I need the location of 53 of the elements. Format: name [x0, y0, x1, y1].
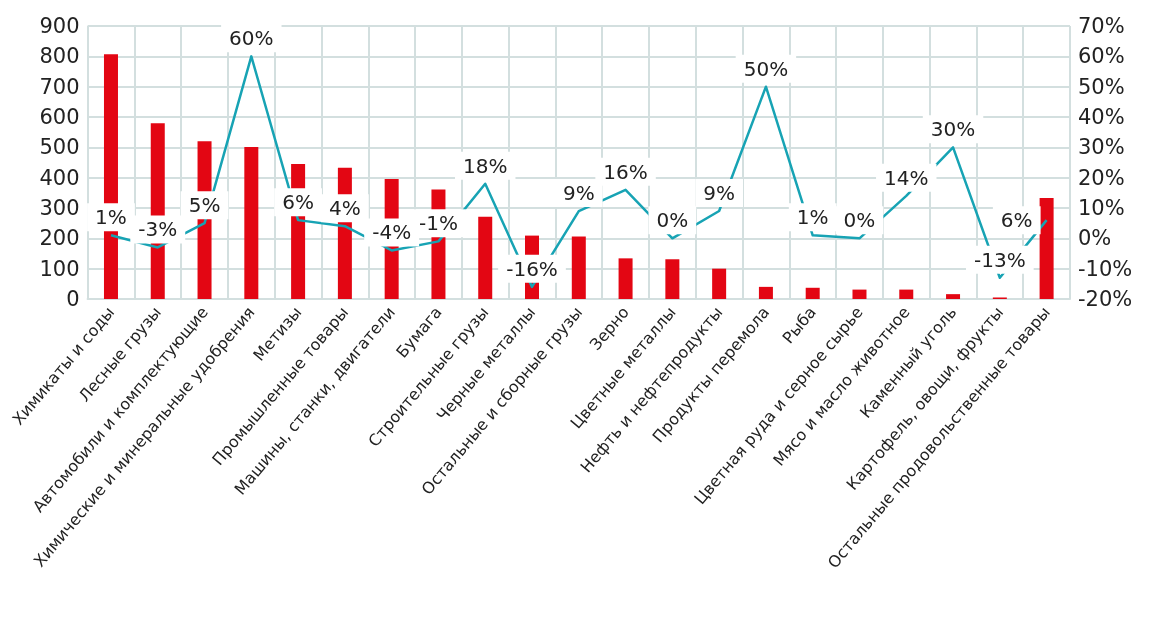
y2-tick-label: 10% [1078, 196, 1125, 220]
y-tick-label: 500 [39, 135, 80, 160]
y-tick-label: 600 [39, 105, 80, 129]
y2-tick-label: 30% [1078, 135, 1125, 160]
bar [1039, 197, 1054, 299]
bar [946, 294, 961, 299]
y2-tick-label: 50% [1078, 74, 1125, 99]
y-tick-label: 200 [39, 226, 80, 251]
y2-tick-label: 20% [1078, 165, 1125, 190]
data-label: 5% [188, 193, 221, 218]
y-tick-label: 800 [39, 44, 80, 69]
y2-tick-label: 60% [1078, 44, 1125, 69]
data-label: 4% [329, 196, 361, 221]
bar [852, 289, 867, 299]
y-tick-label: 700 [39, 74, 80, 99]
bar [244, 147, 259, 299]
data-label: 30% [930, 117, 976, 142]
y-tick-label: 900 [39, 14, 80, 38]
y2-tick-label: 40% [1078, 105, 1125, 129]
data-label: 50% [743, 56, 789, 81]
bar [712, 268, 727, 299]
bar [478, 216, 493, 299]
y-tick-label: 0 [66, 287, 80, 311]
y2-tick-label: -20% [1078, 287, 1133, 311]
bar [805, 287, 820, 299]
data-label: 1% [796, 205, 829, 230]
y2-tick-label: -10% [1078, 256, 1133, 281]
data-label: -4% [372, 220, 412, 245]
y2-tick-label: 70% [1078, 14, 1125, 38]
bar [571, 236, 586, 299]
data-label: 16% [603, 159, 648, 184]
bar [665, 259, 680, 299]
data-label: -13% [973, 247, 1026, 272]
data-label: 1% [95, 205, 127, 230]
bar [758, 286, 773, 299]
bar [618, 258, 633, 299]
y-tick-label: 100 [39, 256, 80, 281]
data-label: 18% [463, 153, 508, 178]
y-tick-label: 300 [39, 196, 80, 220]
data-label: 6% [282, 190, 314, 215]
data-label: 60% [229, 26, 274, 51]
data-label: -3% [138, 217, 178, 242]
data-label: 9% [703, 181, 736, 206]
data-label: 0% [843, 208, 876, 233]
y2-tick-label: 0% [1078, 226, 1112, 251]
data-label: 6% [1000, 208, 1033, 233]
data-label: -1% [418, 211, 458, 236]
data-label: 9% [562, 181, 595, 206]
data-label: 14% [884, 165, 929, 190]
data-label: -16% [506, 256, 558, 281]
data-label: 0% [656, 208, 689, 233]
y-tick-label: 400 [39, 165, 80, 190]
bar [899, 289, 914, 299]
